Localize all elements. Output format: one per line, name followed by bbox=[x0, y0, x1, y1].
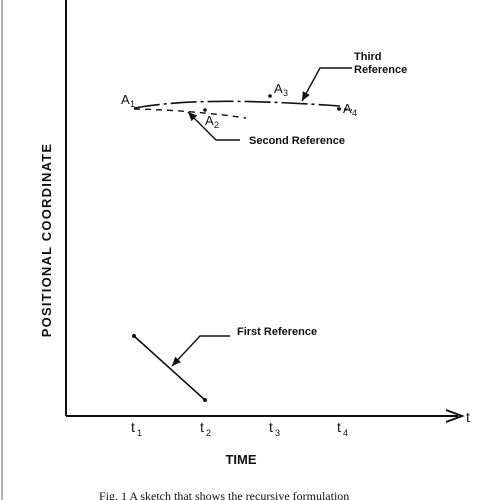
point-a3: A 3 bbox=[274, 81, 288, 98]
second-reference-line bbox=[133, 108, 247, 119]
x-axis-end-label: t bbox=[466, 409, 470, 425]
x-axis-arrowhead bbox=[445, 409, 465, 423]
y-axis-label: POSITIONAL COORDINATE bbox=[39, 143, 54, 337]
point-a2-marker bbox=[203, 108, 207, 112]
svg-text:1: 1 bbox=[137, 428, 142, 438]
point-a3-marker bbox=[268, 94, 272, 98]
first-reference-label: First Reference bbox=[237, 326, 317, 338]
svg-text:1: 1 bbox=[130, 99, 135, 109]
svg-text:t: t bbox=[200, 419, 204, 435]
second-reference-pointer bbox=[187, 111, 240, 141]
second-reference-label: Second Reference bbox=[249, 135, 345, 147]
point-a1: A 1 bbox=[121, 92, 135, 109]
svg-text:3: 3 bbox=[275, 428, 280, 438]
third-reference-label-line2: Reference bbox=[354, 64, 407, 76]
first-reference-line bbox=[133, 335, 206, 401]
x-axis-label: TIME bbox=[225, 452, 256, 467]
svg-text:4: 4 bbox=[343, 428, 348, 438]
tick-t4: t 4 bbox=[337, 419, 348, 438]
svg-text:A: A bbox=[343, 101, 352, 116]
svg-text:3: 3 bbox=[283, 88, 288, 98]
svg-text:t: t bbox=[337, 419, 341, 435]
first-reference-pointer bbox=[171, 335, 230, 367]
tick-t3: t 3 bbox=[269, 419, 280, 438]
point-a4-marker bbox=[337, 107, 341, 111]
figure-caption: Fig. 1 A sketch that shows the recursive… bbox=[99, 489, 349, 500]
third-reference-label-line1: Third bbox=[354, 51, 382, 63]
svg-text:4: 4 bbox=[352, 108, 357, 118]
svg-text:A: A bbox=[205, 113, 214, 128]
third-reference-pointer bbox=[301, 67, 352, 102]
point-a4: A 4 bbox=[343, 101, 357, 118]
svg-text:A: A bbox=[121, 92, 130, 107]
svg-text:2: 2 bbox=[206, 428, 211, 438]
svg-text:t: t bbox=[269, 419, 273, 435]
point-a2: A 2 bbox=[205, 113, 219, 130]
first-reference-end-point bbox=[203, 398, 207, 402]
svg-text:2: 2 bbox=[214, 120, 219, 130]
svg-text:A: A bbox=[274, 81, 283, 96]
tick-t2: t 2 bbox=[200, 419, 211, 438]
svg-text:t: t bbox=[131, 419, 135, 435]
first-reference-start-point bbox=[132, 334, 136, 338]
third-reference-line bbox=[133, 100, 341, 109]
tick-t1: t 1 bbox=[131, 419, 142, 438]
